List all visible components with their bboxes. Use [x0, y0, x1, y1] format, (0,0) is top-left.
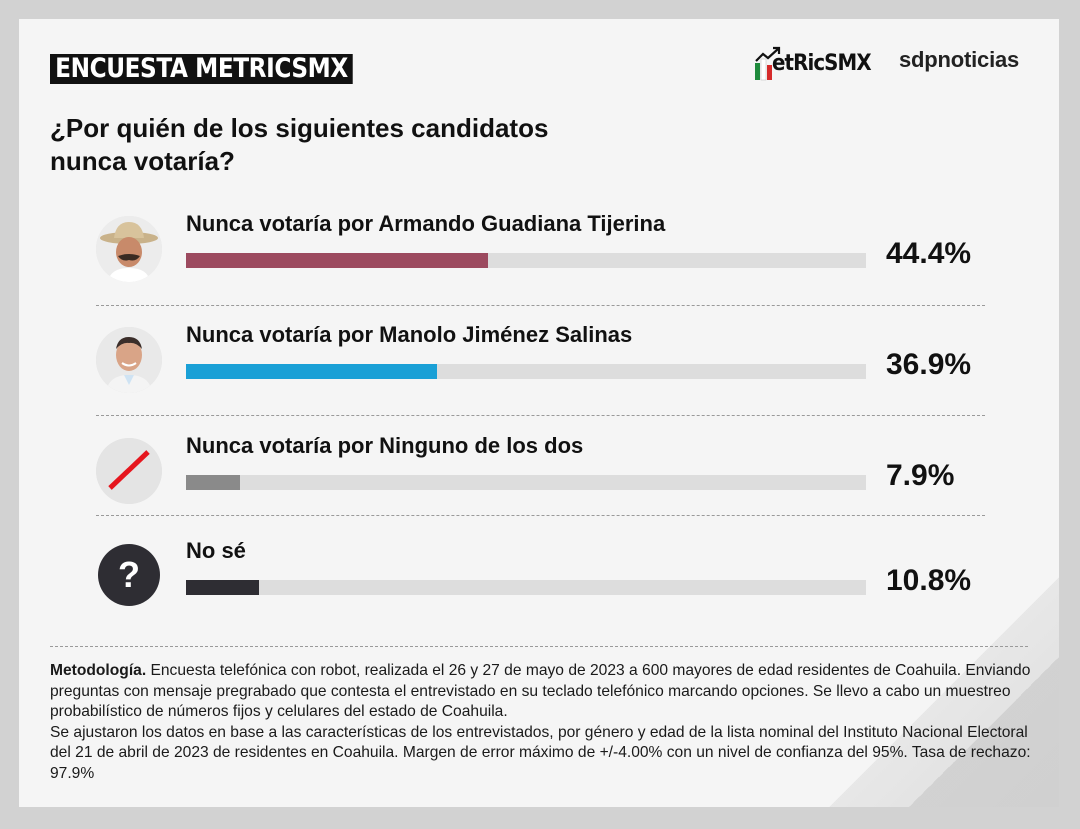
category-label: No sé	[186, 538, 246, 563]
category-label: Nunca votaría por Ninguno de los dos	[186, 433, 584, 458]
methodology-body: Encuesta telefónica con robot, realizada…	[50, 662, 1031, 720]
row-separator	[96, 515, 985, 516]
metricsmx-wordmark: etRicSMX	[772, 51, 872, 76]
bar	[186, 580, 259, 595]
bar	[186, 364, 437, 379]
bar	[186, 475, 240, 490]
bar-track	[186, 253, 866, 268]
survey-title: ENCUESTA METRICSMX	[50, 54, 353, 84]
sdpnoticias-wordmark: sdpnoticias	[899, 47, 1020, 72]
corner-decoration-inner	[909, 657, 1059, 807]
svg-text:?: ?	[118, 554, 140, 595]
chart-row: Nunca votaría por Manolo Jiménez Salinas…	[19, 310, 1059, 420]
methodology-label: Metodología.	[50, 662, 147, 679]
chart-row: Nunca votaría por Armando Guadiana Tijer…	[19, 199, 1059, 309]
survey-question: ¿Por quién de los siguientes candidatos …	[50, 112, 650, 178]
category-label: Nunca votaría por Manolo Jiménez Salinas	[186, 322, 633, 347]
question-mark-icon: ?	[96, 542, 162, 608]
value-label: 7.9%	[886, 459, 955, 492]
value-label: 10.8%	[886, 564, 972, 597]
candidate-photo-guadiana	[96, 216, 162, 282]
row-separator	[96, 415, 985, 416]
bar-track	[186, 475, 866, 490]
chart-row: ? No sé 10.8%	[19, 526, 1059, 636]
row-separator	[96, 305, 985, 306]
bar	[186, 253, 488, 268]
bar-track	[186, 580, 866, 595]
methodology-text: Metodología. Encuesta telefónica con rob…	[50, 661, 1035, 784]
slash-icon	[96, 438, 162, 504]
methodology-body-2: Se ajustaron los datos en base a las car…	[50, 723, 1031, 782]
metricsmx-logo-icon	[755, 46, 781, 81]
candidate-photo-jimenez	[96, 327, 162, 393]
value-label: 36.9%	[886, 348, 972, 381]
separator-methodology	[50, 646, 1028, 647]
question-line-1: ¿Por quién de los siguientes candidatos	[50, 113, 549, 143]
question-line-2: nunca votaría?	[50, 146, 235, 176]
category-label: Nunca votaría por Armando Guadiana Tijer…	[186, 211, 666, 236]
infographic-card: ENCUESTA METRICSMX etRicSMX sdpnoticias …	[19, 19, 1059, 807]
value-label: 44.4%	[886, 237, 972, 270]
chart-row: Nunca votaría por Ninguno de los dos 7.9%	[19, 421, 1059, 531]
bar-track	[186, 364, 866, 379]
